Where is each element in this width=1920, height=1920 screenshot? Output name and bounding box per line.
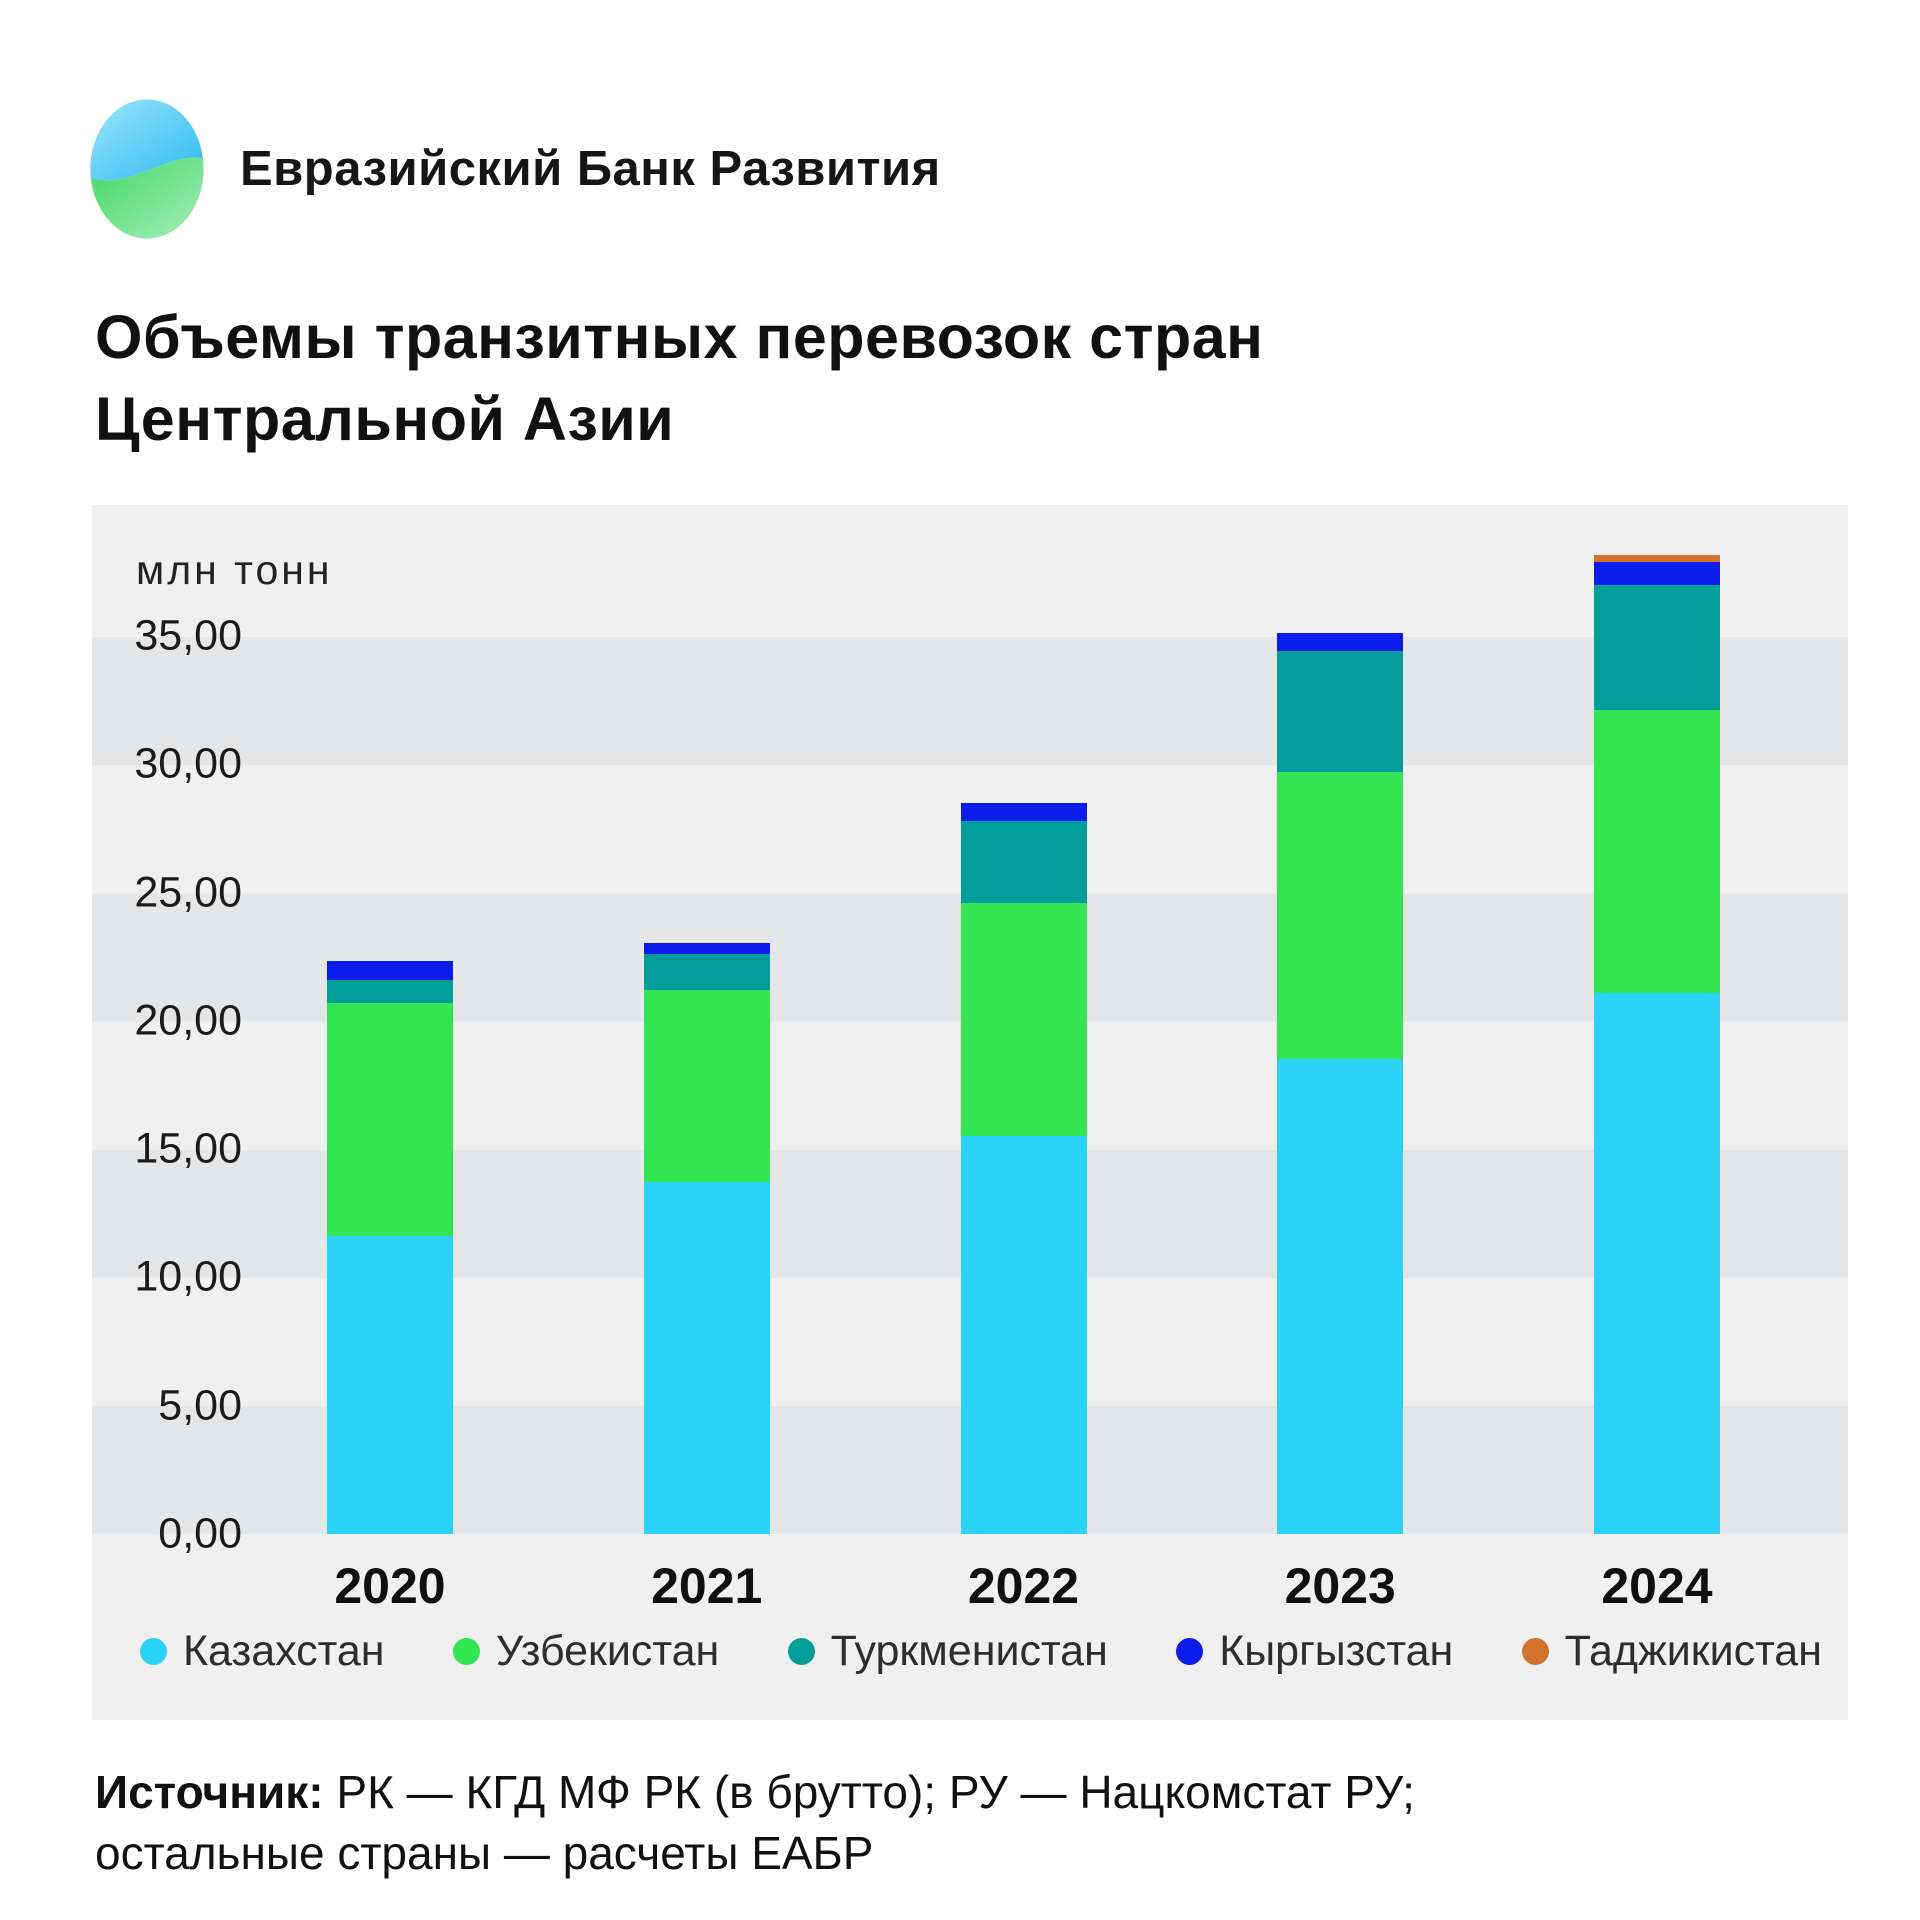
legend-label: Таджикистан <box>1564 1627 1822 1675</box>
source-prefix: Источник: <box>95 1766 324 1818</box>
x-axis-label-2024: 2024 <box>1601 1558 1713 1614</box>
source-note: Источник: РК — КГД МФ РК (в брутто); РУ … <box>95 1762 1415 1884</box>
legend-label: Узбекистан <box>495 1627 720 1675</box>
bar-segment-2024-Узбекистан <box>1594 710 1720 993</box>
bar-segment-2023-Туркменистан <box>1277 651 1404 772</box>
bar-segment-2021-Казахстан <box>643 1182 770 1534</box>
legend-item-Таджикистан: Таджикистан <box>1521 1627 1822 1676</box>
legend-item-Казахстан: Казахстан <box>140 1627 385 1676</box>
bar-segment-2023-Кыргызстан <box>1277 633 1404 652</box>
legend-label: Кыргызстан <box>1219 1627 1454 1675</box>
bar-segment-2023-Казахстан <box>1277 1059 1404 1534</box>
bar-segment-2020-Кыргызстан <box>327 960 453 980</box>
bar-segment-2022-Туркменистан <box>960 820 1087 903</box>
bar-segment-2024-Казахстан <box>1594 992 1720 1534</box>
legend-item-Туркменистан: Туркменистан <box>787 1627 1108 1676</box>
legend-label: Туркменистан <box>830 1627 1108 1675</box>
page-title-line1: Объемы транзитных перевозок стран <box>95 303 1264 371</box>
bar-segment-2024-Таджикистан <box>1594 555 1720 562</box>
bar-segment-2020-Казахстан <box>327 1236 453 1534</box>
bar-2024 <box>1594 555 1720 1534</box>
legend-dot-icon <box>1521 1638 1549 1665</box>
y-axis-unit-label: млн тонн <box>136 547 333 593</box>
legend-dot-icon <box>452 1638 480 1665</box>
y-axis-tick-label: 15,00 <box>134 1124 242 1173</box>
legend-dot-icon <box>1176 1638 1204 1665</box>
y-axis-tick-label: 20,00 <box>134 996 242 1045</box>
bar-segment-2021-Кыргызстан <box>643 942 770 955</box>
y-axis-tick-label: 30,00 <box>134 739 242 788</box>
app-header: Евразийский Банк Развития <box>88 98 941 240</box>
bar-segment-2020-Узбекистан <box>327 1002 453 1237</box>
legend-item-Кыргызстан: Кыргызстан <box>1176 1627 1453 1676</box>
y-axis-tick-label: 5,00 <box>158 1381 242 1430</box>
legend-item-Узбекистан: Узбекистан <box>452 1627 720 1676</box>
bar-segment-2022-Узбекистан <box>960 902 1087 1137</box>
bar-segment-2023-Узбекистан <box>1277 771 1404 1060</box>
bar-segment-2022-Кыргызстан <box>960 802 1087 821</box>
source-line1: Источник: РК — КГД МФ РК (в брутто); РУ … <box>95 1762 1415 1823</box>
bar-segment-2024-Кыргызстан <box>1594 561 1720 585</box>
bank-name: Евразийский Банк Развития <box>240 142 941 196</box>
x-axis-label-2023: 2023 <box>1284 1558 1396 1614</box>
bar-segment-2020-Туркменистан <box>327 979 453 1003</box>
page-title: Объемы транзитных перевозок стран Центра… <box>95 296 1263 460</box>
source-line1-text: РК — КГД МФ РК (в брутто); РУ — Нацкомст… <box>323 1766 1415 1818</box>
bar-segment-2021-Узбекистан <box>643 990 770 1183</box>
x-axis-label-2021: 2021 <box>651 1558 763 1614</box>
bar-2021 <box>643 942 770 1534</box>
edb-logo-icon <box>90 99 204 239</box>
bar-segment-2021-Туркменистан <box>643 954 770 991</box>
source-line2: остальные страны — расчеты ЕАБР <box>95 1827 874 1879</box>
bar-2023 <box>1277 633 1404 1534</box>
chart-legend: Казахстан Узбекистан Туркменистан Кыргызста… <box>140 1627 1822 1676</box>
page-title-line2: Центральной Азии <box>95 385 675 453</box>
legend-label: Казахстан <box>183 1627 385 1675</box>
y-axis-tick-label: 0,00 <box>158 1509 242 1558</box>
y-axis-tick-label: 35,00 <box>134 611 242 660</box>
legend-dot-icon <box>140 1638 167 1665</box>
bar-2020 <box>327 960 453 1534</box>
bar-segment-2022-Казахстан <box>960 1136 1087 1534</box>
x-axis-label-2020: 2020 <box>334 1558 446 1614</box>
bar-2022 <box>960 802 1087 1534</box>
y-axis-tick-label: 25,00 <box>134 868 242 916</box>
legend-dot-icon <box>787 1638 815 1665</box>
bar-segment-2024-Туркменистан <box>1594 584 1720 711</box>
chart-panel: млн тонн 35,00 30,00 25,00 20,00 15,00 10,00 5… <box>92 505 1848 1720</box>
x-axis-label-2022: 2022 <box>967 1558 1080 1614</box>
y-axis-tick-label: 10,00 <box>134 1252 242 1301</box>
